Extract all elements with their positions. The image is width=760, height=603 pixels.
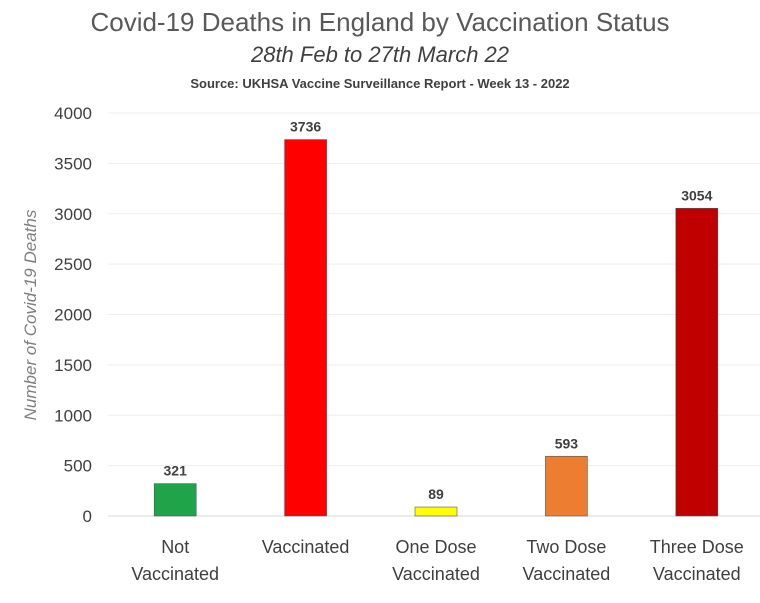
y-tick-label: 2000 bbox=[54, 306, 92, 325]
x-tick-label: Vaccinated bbox=[262, 537, 350, 557]
bar bbox=[675, 208, 719, 517]
data-label: 3054 bbox=[681, 187, 712, 203]
data-label: 3736 bbox=[290, 119, 321, 135]
y-tick-label: 2500 bbox=[54, 255, 92, 274]
bar bbox=[153, 483, 197, 517]
data-label: 321 bbox=[164, 463, 188, 479]
chart-subtitle: 28th Feb to 27th March 22 bbox=[250, 42, 509, 67]
bar bbox=[414, 506, 458, 517]
data-label: 593 bbox=[555, 435, 579, 451]
x-tick-label: Vaccinated bbox=[523, 564, 611, 584]
y-tick-label: 1500 bbox=[54, 356, 92, 375]
chart-title: Covid-19 Deaths in England by Vaccinatio… bbox=[90, 7, 669, 37]
y-tick-label: 3500 bbox=[54, 154, 92, 173]
y-tick-label: 3000 bbox=[54, 205, 92, 224]
bar bbox=[545, 455, 588, 517]
bar bbox=[284, 139, 327, 517]
chart-source: Source: UKHSA Vaccine Surveillance Repor… bbox=[190, 76, 569, 91]
y-tick-label: 4000 bbox=[54, 104, 92, 123]
y-axis-label: Number of Covid-19 Deaths bbox=[21, 209, 40, 420]
x-tick-label: One Dose bbox=[395, 537, 476, 557]
data-label: 89 bbox=[428, 486, 444, 502]
x-tick-label: Vaccinated bbox=[392, 564, 480, 584]
x-tick-label: Vaccinated bbox=[131, 564, 219, 584]
x-tick-label: Two Dose bbox=[526, 537, 606, 557]
y-tick-label: 1000 bbox=[54, 406, 92, 425]
x-tick-label: Not bbox=[161, 537, 189, 557]
x-tick-label: Three Dose bbox=[650, 537, 744, 557]
x-tick-label: Vaccinated bbox=[653, 564, 741, 584]
y-tick-label: 0 bbox=[83, 507, 92, 526]
y-tick-label: 500 bbox=[64, 457, 92, 476]
